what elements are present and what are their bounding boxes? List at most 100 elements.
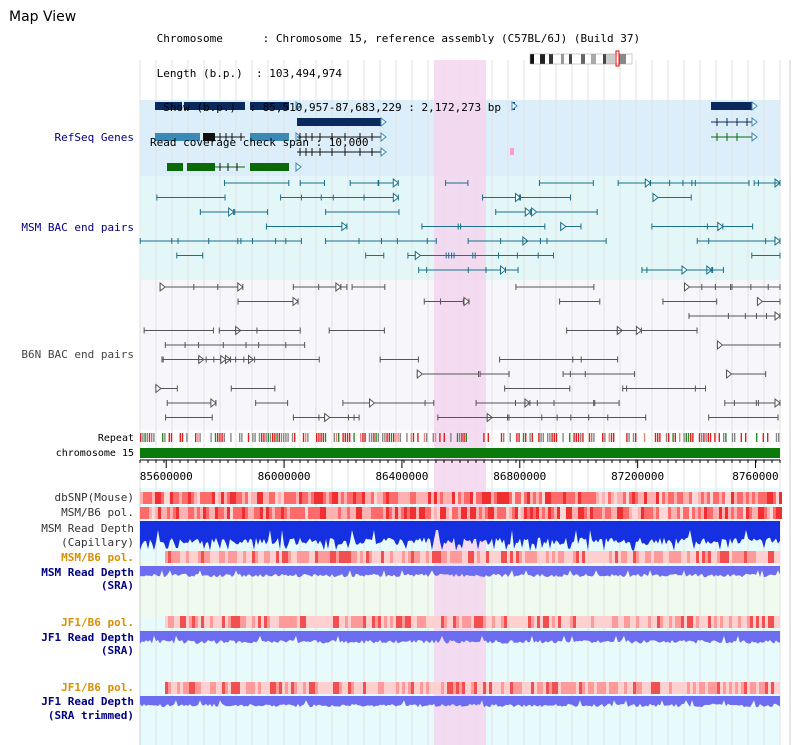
- heat-cell: [371, 492, 374, 504]
- heat-cell: [255, 616, 258, 628]
- heat-cell: [291, 616, 294, 628]
- heat-cell: [657, 682, 660, 694]
- heat-cell: [521, 492, 524, 504]
- heat-cell: [195, 616, 198, 628]
- heat-cell: [765, 682, 768, 694]
- heat-cell: [468, 551, 471, 563]
- heat-cell: [143, 492, 146, 504]
- heat-cell: [357, 616, 360, 628]
- heat-cell: [263, 507, 266, 519]
- heat-cell: [738, 682, 741, 694]
- heat-cell: [333, 551, 336, 563]
- repeat-element: [371, 433, 373, 442]
- heat-cell: [725, 507, 728, 519]
- heat-cell: [549, 551, 552, 563]
- heat-cell: [230, 492, 233, 504]
- heat-cell: [191, 507, 194, 519]
- heat-cell: [330, 682, 333, 694]
- repeat-element: [230, 433, 232, 442]
- heat-cell: [749, 492, 752, 504]
- heat-cell: [653, 507, 656, 519]
- heat-cell: [666, 616, 669, 628]
- info-chromosome: Chromosome : Chromosome 15, reference as…: [150, 32, 641, 45]
- heat-cell: [767, 492, 770, 504]
- heat-cell: [662, 507, 665, 519]
- repeat-element: [214, 433, 217, 442]
- heat-cell: [213, 682, 216, 694]
- heat-cell: [498, 682, 501, 694]
- repeat-element: [261, 433, 263, 442]
- heat-cell: [482, 507, 485, 519]
- heat-cell: [779, 507, 782, 519]
- heat-cell: [591, 616, 594, 628]
- heat-cell: [191, 492, 194, 504]
- heat-cell: [494, 492, 497, 504]
- heat-cell: [267, 616, 270, 628]
- heat-cell: [588, 616, 591, 628]
- heat-cell: [320, 492, 323, 504]
- heat-cell: [696, 616, 699, 628]
- heat-cell: [411, 682, 414, 694]
- heat-cell: [264, 682, 267, 694]
- heat-cell: [779, 492, 782, 504]
- heat-cell: [471, 616, 474, 628]
- heat-cell: [167, 492, 170, 504]
- heat-cell: [315, 616, 318, 628]
- heat-cell: [146, 507, 149, 519]
- heat-cell: [705, 682, 708, 694]
- ideogram-band: [540, 54, 545, 64]
- heat-cell: [417, 551, 420, 563]
- bac-arrow: [774, 310, 781, 322]
- heat-cell: [668, 507, 671, 519]
- heat-cell: [237, 682, 240, 694]
- heat-cell: [444, 551, 447, 563]
- heat-cell: [531, 616, 534, 628]
- heat-cell: [240, 616, 243, 628]
- heat-cell: [341, 492, 344, 504]
- heat-cell: [732, 551, 735, 563]
- bac-arrow: [652, 192, 659, 203]
- repeat-element: [547, 433, 549, 442]
- heat-cell: [390, 616, 393, 628]
- heat-cell: [282, 682, 285, 694]
- heat-cell: [417, 616, 420, 628]
- heat-cell: [759, 682, 762, 694]
- heat-cell: [252, 682, 255, 694]
- bac-arrow: [531, 206, 538, 218]
- gene-block: [155, 133, 200, 141]
- heat-cell: [258, 551, 261, 563]
- heat-cell: [600, 616, 603, 628]
- heat-cell: [630, 616, 633, 628]
- repeat-element: [555, 433, 558, 442]
- page-title: Map View: [9, 9, 77, 25]
- heat-cell: [651, 551, 654, 563]
- axis-tick-label: 86800000: [493, 470, 546, 483]
- heat-cell: [260, 492, 263, 504]
- heat-cell: [422, 492, 425, 504]
- heat-cell: [489, 616, 492, 628]
- heat-cell: [510, 682, 513, 694]
- heat-cell: [503, 492, 506, 504]
- heat-cell: [527, 492, 530, 504]
- heat-cell: [390, 682, 393, 694]
- heat-cell: [756, 616, 759, 628]
- heat-cell: [512, 507, 515, 519]
- heat-cell: [161, 492, 164, 504]
- heat-cell: [251, 507, 254, 519]
- heat-cell: [600, 682, 603, 694]
- repeat-element: [635, 433, 637, 442]
- heat-cell: [600, 551, 603, 563]
- repeat-element: [362, 433, 364, 442]
- depth-area: [140, 696, 780, 708]
- heat-cell: [225, 551, 228, 563]
- repeat-element: [483, 433, 485, 442]
- heat-cell: [645, 682, 648, 694]
- heat-cell: [303, 616, 306, 628]
- heat-cell: [203, 507, 206, 519]
- heat-cell: [708, 682, 711, 694]
- heat-cell: [677, 492, 680, 504]
- heat-cell: [369, 551, 372, 563]
- heat-cell: [363, 616, 366, 628]
- heat-cell: [431, 507, 434, 519]
- heat-cell: [287, 492, 290, 504]
